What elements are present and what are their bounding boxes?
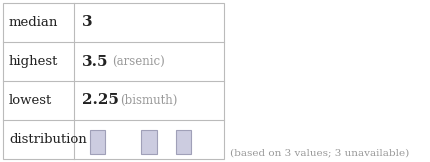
Text: (based on 3 values; 3 unavailable): (based on 3 values; 3 unavailable)	[230, 149, 409, 157]
Text: median: median	[9, 16, 58, 29]
Text: distribution: distribution	[9, 133, 87, 146]
Text: lowest: lowest	[9, 94, 52, 107]
Text: 2.25: 2.25	[82, 93, 119, 108]
Text: (arsenic): (arsenic)	[112, 55, 165, 68]
Text: (bismuth): (bismuth)	[120, 94, 177, 107]
Bar	[141, 130, 157, 154]
Bar	[90, 130, 105, 154]
Text: 3.5: 3.5	[82, 54, 108, 69]
Text: highest: highest	[9, 55, 58, 68]
Bar	[3, 3, 224, 159]
Bar	[176, 130, 191, 154]
Text: 3: 3	[82, 16, 92, 29]
